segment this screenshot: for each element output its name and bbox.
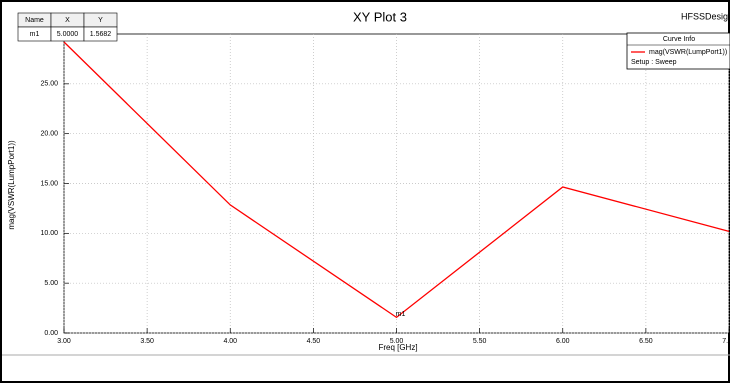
design-name: HFSSDesig (681, 11, 728, 21)
table-text: Y (98, 17, 103, 24)
x-tick-label: 4.50 (307, 338, 321, 345)
curve (63, 41, 730, 319)
y-tick-label: 20.00 (40, 131, 58, 138)
y-tick-label: 25.00 (40, 81, 58, 88)
y-tick-label: 5.00 (44, 280, 58, 287)
legend-setup: Setup : Sweep (631, 59, 677, 66)
x-tick-label: 5.00 (390, 338, 404, 345)
legend-label: mag(VSWR(LumpPort1)) (649, 49, 727, 56)
x-tick-label: 7.00 (722, 338, 730, 345)
x-tick-label: 6.00 (556, 338, 570, 345)
legend-box (626, 32, 730, 70)
x-tick-label: 4.00 (223, 338, 237, 345)
y-axis-label: mag(VSWR(LumpPort1)) (7, 140, 16, 230)
y-tick-label: 10.00 (40, 230, 58, 237)
table-cell (83, 26, 118, 42)
chart-title: XY Plot 3 (353, 9, 407, 24)
table-text: 5.0000 (57, 31, 79, 38)
table-text: X (65, 17, 70, 24)
x-tick-label: 3.00 (57, 338, 71, 345)
x-axis-label: Freq [GHz] (378, 343, 417, 352)
y-tick-label: 15.00 (40, 180, 58, 187)
x-tick-label: 5.50 (473, 338, 487, 345)
table-text: m1 (30, 31, 40, 38)
legend-title: Curve Info (663, 36, 695, 43)
marker-label: m1 (396, 311, 406, 318)
y-tick-label: 0.00 (44, 330, 58, 337)
table-text: Name (25, 17, 44, 24)
x-tick-label: 3.50 (140, 338, 154, 345)
x-tick-label: 6.50 (639, 338, 653, 345)
table-text: 1.5682 (90, 31, 112, 38)
